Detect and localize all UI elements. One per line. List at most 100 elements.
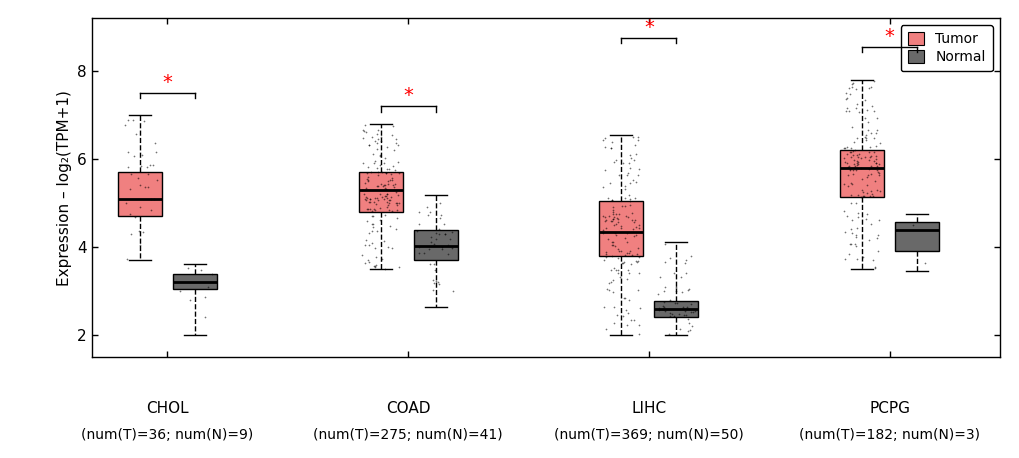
Point xyxy=(598,286,614,293)
Point xyxy=(135,152,151,159)
Point xyxy=(867,156,883,163)
Point xyxy=(683,322,699,330)
Point xyxy=(605,265,622,272)
Point xyxy=(597,250,613,257)
Point xyxy=(426,241,442,248)
Point xyxy=(387,225,404,232)
Point xyxy=(380,180,396,188)
Point xyxy=(868,114,884,122)
Point xyxy=(604,203,621,210)
Point xyxy=(844,151,860,158)
Point xyxy=(597,216,613,224)
Point xyxy=(605,213,622,221)
Point xyxy=(625,133,641,141)
Point xyxy=(424,276,440,284)
Point xyxy=(376,211,392,218)
Point xyxy=(597,213,613,220)
Point xyxy=(847,200,863,207)
Point xyxy=(857,137,873,144)
Point xyxy=(380,207,396,214)
Point xyxy=(415,250,431,257)
Point xyxy=(868,163,884,170)
Point xyxy=(203,271,219,278)
Point xyxy=(619,169,635,177)
Point xyxy=(426,279,442,286)
Point xyxy=(839,212,855,219)
Point xyxy=(841,84,857,92)
Point xyxy=(422,234,438,241)
Point xyxy=(358,237,374,244)
Point xyxy=(357,259,373,267)
Point xyxy=(359,205,375,213)
Point xyxy=(599,195,615,202)
Point xyxy=(121,185,138,192)
Point xyxy=(845,79,861,87)
Point xyxy=(389,158,406,166)
Point xyxy=(845,138,861,146)
Point xyxy=(656,307,673,315)
Point xyxy=(614,260,631,267)
Point xyxy=(386,180,403,188)
Point xyxy=(597,166,613,173)
Point xyxy=(370,171,386,179)
Point xyxy=(433,243,449,251)
Point xyxy=(419,203,435,211)
Point xyxy=(623,209,639,216)
Point xyxy=(865,157,881,164)
Point xyxy=(848,255,864,262)
Point xyxy=(620,213,636,221)
PathPatch shape xyxy=(895,222,938,251)
Point xyxy=(847,231,863,239)
Point xyxy=(410,249,426,256)
Point xyxy=(677,259,693,266)
Point xyxy=(371,161,387,169)
Point xyxy=(685,309,701,316)
Point xyxy=(621,195,637,202)
Point xyxy=(604,239,621,246)
Point xyxy=(372,153,388,160)
Point xyxy=(870,171,887,178)
Point xyxy=(623,251,639,259)
Point xyxy=(606,242,623,249)
Point xyxy=(864,256,880,263)
Point xyxy=(861,154,877,161)
Point xyxy=(609,210,626,218)
Point xyxy=(127,130,144,137)
Point xyxy=(844,80,860,87)
Point xyxy=(841,91,857,98)
Point xyxy=(601,180,618,187)
Point xyxy=(356,121,372,128)
Point xyxy=(847,104,863,111)
Point xyxy=(137,184,153,191)
Point xyxy=(858,106,874,113)
Point xyxy=(631,222,647,229)
PathPatch shape xyxy=(654,301,698,317)
Point xyxy=(140,183,156,191)
Point xyxy=(609,269,626,277)
Point xyxy=(603,252,620,259)
Point xyxy=(378,195,394,202)
Point xyxy=(623,316,639,324)
Point xyxy=(366,262,382,270)
Point xyxy=(359,256,375,263)
Point xyxy=(862,188,878,195)
Point xyxy=(853,175,869,183)
Point xyxy=(606,221,623,228)
Point xyxy=(607,156,624,164)
Point xyxy=(843,123,859,131)
Point xyxy=(388,214,405,221)
Point xyxy=(860,148,876,155)
Point xyxy=(143,195,159,202)
Point xyxy=(383,245,399,252)
Point xyxy=(443,229,460,236)
Point xyxy=(651,273,667,281)
Point xyxy=(837,229,853,236)
Point xyxy=(377,192,393,200)
Point xyxy=(866,263,882,271)
Point xyxy=(609,267,626,274)
Point xyxy=(384,207,400,214)
Point xyxy=(621,159,637,167)
Point xyxy=(369,140,385,147)
Point xyxy=(409,227,425,234)
Point xyxy=(621,164,637,171)
